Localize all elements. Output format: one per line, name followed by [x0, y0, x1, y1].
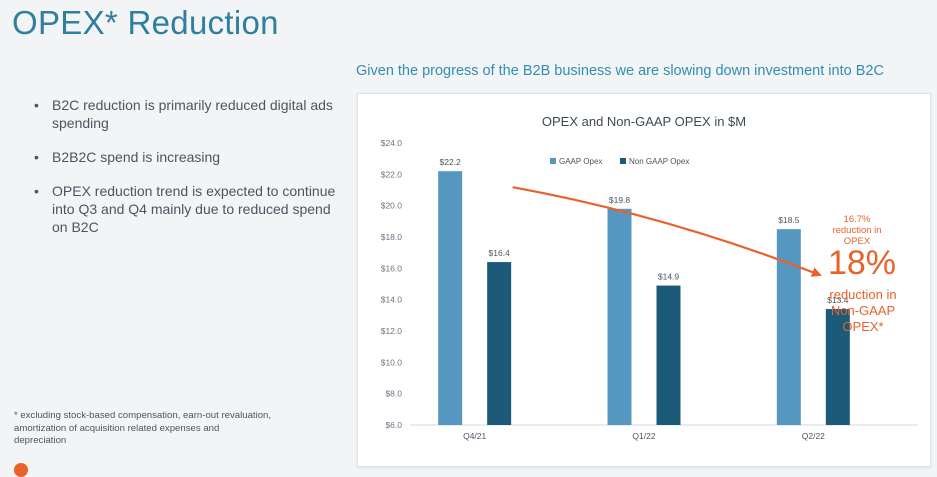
legend-entry: Non GAAP Opex [629, 157, 689, 166]
data-label: $18.5 [778, 215, 800, 225]
x-tick-label: Q4/21 [463, 431, 486, 441]
data-label: $19.8 [609, 195, 631, 205]
data-label: $22.2 [440, 157, 462, 167]
legend-swatch [620, 158, 626, 164]
y-tick-label: $12.0 [381, 326, 403, 336]
y-tick-label: $24.0 [381, 138, 403, 148]
chart-title: OPEX and Non-GAAP OPEX in $M [542, 114, 746, 129]
trend-arrow [512, 186, 822, 277]
bullet-list: B2C reduction is primarily reduced digit… [32, 96, 342, 252]
y-tick-label: $16.0 [381, 263, 403, 273]
chart-panel: OPEX and Non-GAAP OPEX in $M $6.0 $8.0 $10… [357, 93, 931, 467]
slide-title: OPEX* Reduction [12, 4, 279, 41]
footnote: * excluding stock-based compensation, ea… [14, 410, 272, 446]
y-tick-label: $6.0 [385, 420, 402, 430]
data-label: $14.9 [658, 272, 680, 282]
logo-mark [14, 463, 28, 477]
y-tick-label: $14.0 [381, 295, 403, 305]
bar-non-gaap [487, 262, 512, 425]
opex-bar-chart: OPEX and Non-GAAP OPEX in $M $6.0 $8.0 $10… [381, 114, 918, 441]
bar-gaap [607, 208, 632, 425]
callout-non-gaap-text: reduction in Non-GAAP OPEX* [829, 287, 897, 334]
data-label: $16.4 [489, 248, 511, 258]
legend-swatch [550, 158, 556, 164]
legend-entry: GAAP Opex [559, 157, 602, 166]
x-tick-label: Q2/22 [802, 431, 825, 441]
y-tick-label: $18.0 [381, 232, 403, 242]
bar-gaap [438, 171, 463, 425]
bar-non-gaap [656, 285, 681, 425]
data-label: $13.4 [827, 295, 849, 305]
y-tick-label: $20.0 [381, 201, 403, 211]
bullet-item: OPEX reduction trend is expected to cont… [32, 182, 342, 236]
y-tick-label: $8.0 [385, 389, 402, 399]
callout-percentage: 18% [827, 244, 897, 282]
y-tick-label: $10.0 [381, 357, 403, 367]
slide-subtitle: Given the progress of the B2B business w… [356, 63, 884, 79]
bar-gaap [776, 229, 801, 425]
bullet-item: B2C reduction is primarily reduced digit… [32, 96, 342, 132]
bullet-item: B2B2C spend is increasing [32, 148, 342, 166]
callout-opex-reduction: 16.7% reduction in OPEX [832, 214, 882, 247]
bar-non-gaap [825, 309, 850, 425]
x-tick-label: Q1/22 [632, 431, 655, 441]
y-tick-label: $22.0 [381, 169, 403, 179]
